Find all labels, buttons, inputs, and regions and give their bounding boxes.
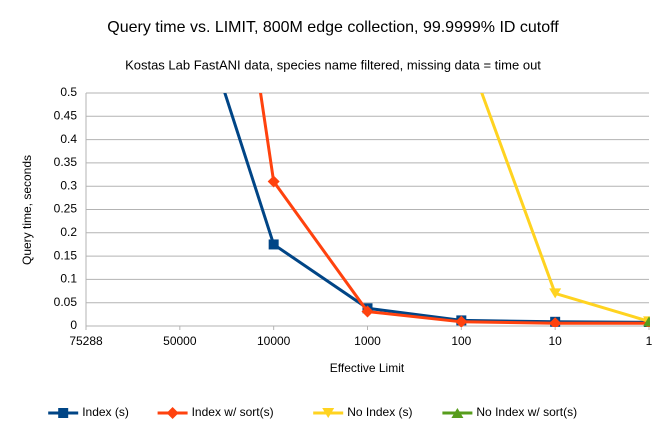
marker (549, 288, 562, 299)
chart-subtitle: Kostas Lab FastANI data, species name fi… (125, 57, 541, 72)
y-tick-label: 0.45 (54, 108, 78, 122)
y-tick-label: 0.1 (60, 272, 77, 286)
x-tick-label: 10000 (257, 334, 291, 348)
series-line (259, 93, 649, 325)
chart-title: Query time vs. LIMIT, 800M edge collecti… (107, 19, 559, 36)
legend-item: Index w/ sort(s) (157, 405, 274, 419)
y-tick-label: 0.2 (60, 225, 77, 239)
y-tick-label: 0.15 (54, 248, 78, 262)
y-tick-label: 0.05 (54, 295, 78, 309)
x-tick-label: 10 (548, 334, 562, 348)
marker (455, 315, 468, 327)
series-line (480, 93, 650, 323)
legend-item: No Index (s) (313, 405, 413, 419)
legend-label: Index w/ sort(s) (192, 405, 274, 419)
marker (268, 239, 279, 250)
legend-item: Index (s) (48, 405, 129, 419)
y-tick-label: 0.35 (54, 155, 78, 169)
y-tick-label: 0.5 (60, 85, 77, 99)
y-tick-label: 0.3 (60, 178, 77, 192)
legend-marker (166, 407, 179, 419)
x-tick-label: 100 (451, 334, 471, 348)
legend-marker (322, 408, 335, 418)
x-tick-label: 1000 (354, 334, 381, 348)
legend-label: No Index (s) (347, 405, 412, 419)
marker (361, 305, 374, 318)
legend-label: No Index w/ sort(s) (476, 405, 577, 419)
marker (549, 317, 562, 327)
x-tick-label: 50000 (163, 334, 197, 348)
legend-item: No Index w/ sort(s) (442, 405, 577, 419)
x-axis-label: Effective Limit (330, 361, 405, 375)
legend-marker (451, 408, 464, 418)
y-tick-label: 0 (70, 318, 77, 332)
y-tick-label: 0.25 (54, 202, 78, 216)
plot-area (223, 93, 650, 327)
y-tick-label: 0.4 (60, 132, 77, 146)
marker (267, 175, 280, 188)
legend-label: Index (s) (82, 405, 129, 419)
y-axis-label: Query time, seconds (20, 155, 34, 265)
legend-marker (58, 408, 69, 418)
x-tick-label: 75288 (69, 334, 103, 348)
series-line (223, 93, 650, 324)
x-tick-label: 1 (646, 334, 653, 348)
marker (643, 316, 650, 327)
